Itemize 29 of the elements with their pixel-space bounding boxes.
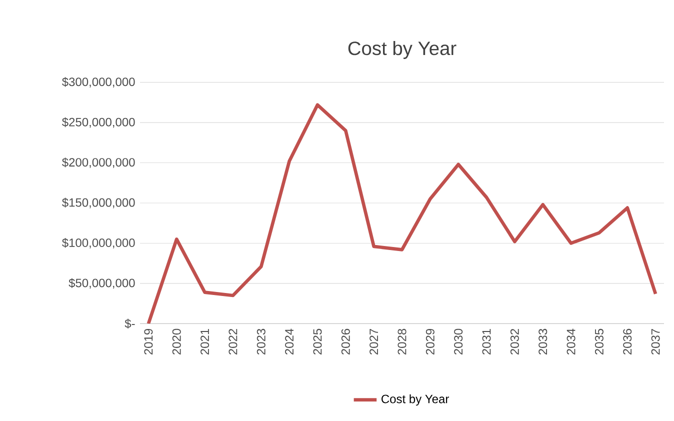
x-tick-label: 2030 xyxy=(454,328,463,354)
x-tick-label: 2032 xyxy=(510,328,519,354)
x-tick-label: 2035 xyxy=(594,328,604,354)
x-tick-label: 2028 xyxy=(398,328,406,354)
x-tick-label: 2037 xyxy=(651,328,660,354)
x-tick-label: 2023 xyxy=(256,328,266,354)
legend-label: Cost by Year xyxy=(382,394,449,406)
y-tick-label: $300,000,000 xyxy=(62,77,135,88)
x-tick-label: 2036 xyxy=(623,328,632,354)
line-series xyxy=(146,103,658,324)
x-tick-label: 2021 xyxy=(200,328,210,354)
x-tick-label: 2033 xyxy=(538,328,548,354)
y-tick-label: $200,000,000 xyxy=(62,158,135,168)
x-tick-label: 2027 xyxy=(370,328,378,354)
x-tick-label: 2022 xyxy=(228,328,238,354)
y-tick-label: $250,000,000 xyxy=(62,117,135,128)
y-tick-label: $- xyxy=(124,318,135,329)
x-tick-label: 2025 xyxy=(313,328,322,354)
x-tick-label: 2031 xyxy=(482,328,491,354)
y-tick-label: $150,000,000 xyxy=(62,198,135,208)
x-tick-label: 2020 xyxy=(172,328,181,354)
chart-title: Cost by Year xyxy=(348,41,456,59)
x-tick-label: 2029 xyxy=(426,328,434,354)
y-tick-label: $50,000,000 xyxy=(68,278,135,289)
x-tick-label: 2024 xyxy=(285,328,294,354)
x-tick-label: 2026 xyxy=(341,328,350,354)
x-tick-label: 2034 xyxy=(566,328,576,354)
x-tick-label: 2019 xyxy=(144,328,153,354)
y-tick-label: $100,000,000 xyxy=(62,238,135,248)
